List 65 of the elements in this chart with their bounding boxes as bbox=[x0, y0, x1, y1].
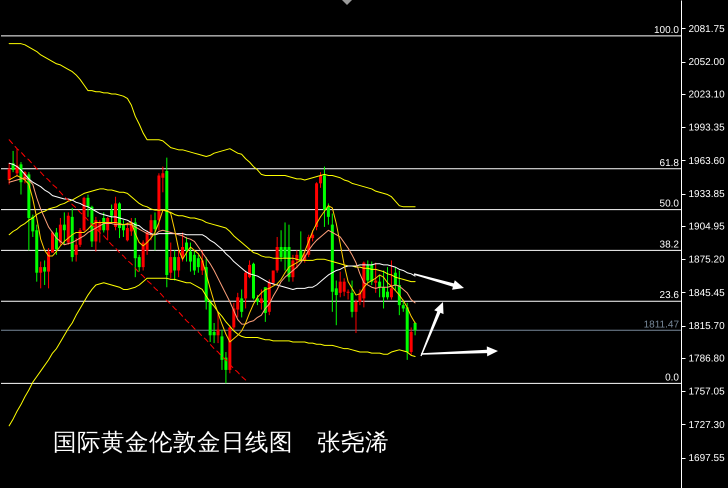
candlestick bbox=[319, 172, 322, 188]
candlestick bbox=[280, 230, 283, 262]
y-tick-label: 1786.80 bbox=[688, 353, 726, 364]
candlestick bbox=[260, 288, 263, 310]
annotation: 50.0 bbox=[660, 198, 680, 210]
candlestick bbox=[54, 228, 58, 256]
candlestick bbox=[126, 222, 129, 242]
candlestick bbox=[192, 250, 196, 276]
y-tick-label: 1933.85 bbox=[688, 189, 726, 200]
candlestick bbox=[350, 280, 354, 318]
line-series bbox=[8, 43, 416, 208]
y-tick-label: 1993.35 bbox=[688, 122, 726, 134]
candlestick bbox=[196, 254, 200, 274]
candlestick bbox=[374, 262, 378, 294]
candlestick bbox=[188, 242, 192, 272]
candlestick bbox=[410, 326, 413, 356]
candlestick bbox=[354, 299, 358, 334]
annotation: 100.0 bbox=[654, 24, 680, 36]
annotation: 23.6 bbox=[660, 290, 680, 302]
candlestick bbox=[43, 260, 46, 286]
annotation: 0.0 bbox=[665, 372, 680, 384]
candlestick bbox=[58, 217, 62, 246]
candlestick bbox=[62, 212, 66, 246]
text: 国际黄金伦敦金日线图 张尧浠 bbox=[53, 429, 389, 455]
candlestick bbox=[8, 162, 11, 185]
candlestick bbox=[74, 238, 78, 262]
candlestick bbox=[240, 288, 244, 318]
candlestick bbox=[216, 312, 220, 344]
y-tick-label: 1727.30 bbox=[688, 420, 726, 431]
candlestick bbox=[256, 294, 259, 306]
line-series bbox=[8, 278, 416, 426]
candlestick bbox=[185, 236, 188, 262]
candlestick bbox=[173, 250, 176, 282]
candlestick bbox=[177, 250, 180, 278]
annotation: 61.8 bbox=[660, 158, 680, 169]
candlestick bbox=[378, 274, 382, 298]
candlestick bbox=[414, 321, 417, 336]
y-tick-label: 1815.70 bbox=[688, 321, 726, 332]
y-tick-label: 2081.75 bbox=[688, 24, 726, 35]
candlestick bbox=[110, 204, 114, 223]
candlestick bbox=[150, 214, 153, 241]
candlestick bbox=[86, 194, 90, 218]
y-tick-label: 1875.20 bbox=[688, 254, 726, 266]
y-tick-label: 1904.95 bbox=[688, 221, 726, 232]
candlestick bbox=[39, 261, 42, 289]
y-tick-label: 1845.45 bbox=[688, 288, 726, 299]
candlestick bbox=[342, 278, 346, 297]
annotation: 38.2 bbox=[660, 239, 680, 250]
ref-line-label: 1811.47 bbox=[644, 319, 680, 330]
candlestick bbox=[346, 288, 350, 300]
y-tick-label: 1757.05 bbox=[688, 386, 726, 398]
line-series bbox=[8, 139, 246, 380]
candlestick bbox=[153, 212, 156, 251]
candlestick bbox=[390, 260, 393, 300]
y-tick-label: 1963.60 bbox=[688, 156, 726, 167]
candlestick bbox=[276, 236, 279, 274]
y-tick-label: 2052.00 bbox=[688, 57, 726, 68]
candlestick bbox=[169, 242, 172, 279]
candlestick bbox=[220, 329, 224, 370]
candlestick bbox=[394, 266, 397, 292]
y-tick-label: 1697.55 bbox=[688, 453, 726, 464]
candlestick bbox=[338, 271, 342, 298]
candlestick bbox=[382, 270, 386, 309]
candlestick bbox=[386, 266, 390, 300]
y-tick-label: 2023.10 bbox=[688, 89, 726, 100]
